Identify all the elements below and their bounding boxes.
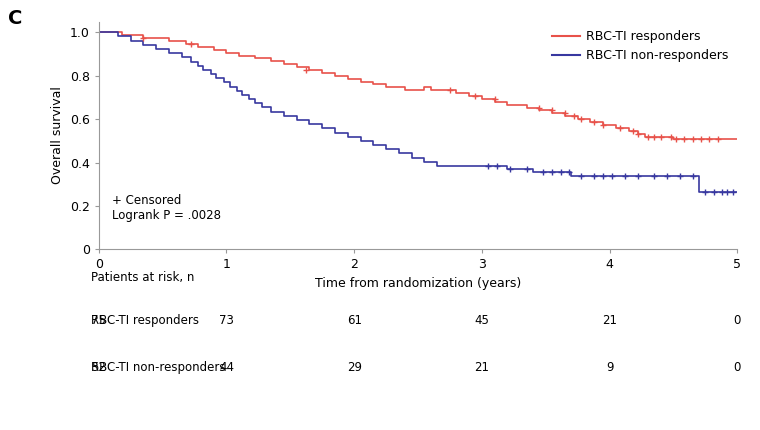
RBC-TI responders: [633, 131, 642, 136]
RBC-TI non-responders: [535, 170, 544, 175]
Legend: RBC-TI responders, RBC-TI non-responders: RBC-TI responders, RBC-TI non-responders: [547, 25, 733, 68]
RBC-TI non-responders: [503, 166, 512, 172]
RBC-TI responders: [592, 120, 601, 125]
RBC-TI non-responders: [273, 109, 282, 114]
RBC-TI responders: [490, 99, 499, 104]
Text: C: C: [8, 9, 22, 28]
RBC-TI responders: [554, 111, 563, 116]
Text: 75: 75: [91, 314, 106, 327]
RBC-TI non-responders: [733, 189, 742, 194]
Line: RBC-TI responders: RBC-TI responders: [99, 32, 737, 139]
Text: 52: 52: [91, 361, 106, 374]
RBC-TI responders: [94, 30, 103, 35]
RBC-TI responders: [618, 125, 627, 130]
Text: 0: 0: [733, 314, 741, 327]
Text: RBC-TI responders: RBC-TI responders: [91, 314, 199, 327]
Text: Patients at risk, n: Patients at risk, n: [91, 271, 195, 284]
RBC-TI non-responders: [420, 159, 429, 164]
Text: + Censored
Logrank P = .0028: + Censored Logrank P = .0028: [112, 194, 220, 222]
Line: RBC-TI non-responders: RBC-TI non-responders: [99, 32, 737, 192]
RBC-TI non-responders: [695, 189, 704, 194]
Text: 29: 29: [347, 361, 362, 374]
Text: 0: 0: [733, 361, 741, 374]
RBC-TI responders: [451, 91, 461, 96]
RBC-TI non-responders: [94, 30, 103, 35]
RBC-TI responders: [733, 137, 742, 142]
Text: 73: 73: [219, 314, 234, 327]
RBC-TI responders: [669, 137, 678, 142]
Text: 9: 9: [606, 361, 613, 374]
Text: RBC-TI non-responders: RBC-TI non-responders: [91, 361, 226, 374]
RBC-TI non-responders: [573, 173, 582, 178]
X-axis label: Time from randomization (years): Time from randomization (years): [315, 277, 521, 290]
Text: 21: 21: [602, 314, 617, 327]
Text: 44: 44: [219, 361, 234, 374]
Y-axis label: Overall survival: Overall survival: [51, 86, 64, 184]
Text: 61: 61: [347, 314, 362, 327]
RBC-TI non-responders: [714, 189, 723, 194]
Text: 21: 21: [474, 361, 489, 374]
Text: 45: 45: [474, 314, 489, 327]
